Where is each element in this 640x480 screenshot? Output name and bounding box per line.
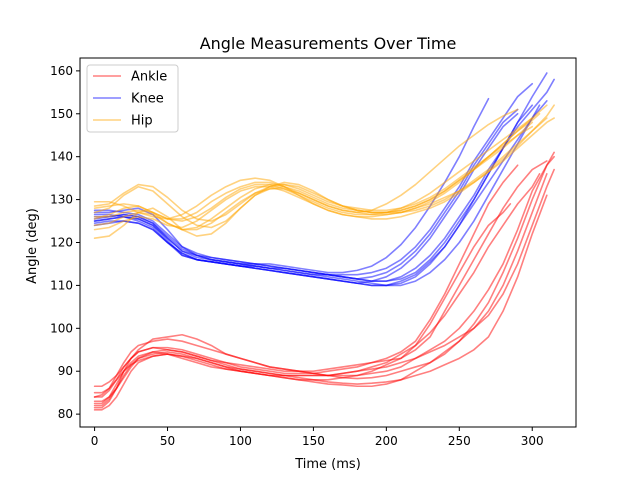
plot-lines — [93, 72, 555, 411]
y-tick-label: 110 — [50, 278, 73, 292]
x-tick-label: 50 — [160, 434, 175, 448]
y-tick-label: 150 — [50, 107, 73, 121]
knee-line-9 — [93, 112, 519, 285]
legend: Ankle Knee Hip — [86, 64, 179, 133]
x-tick-label: 250 — [448, 434, 471, 448]
y-tick-label: 100 — [50, 321, 73, 335]
hip-line-7 — [93, 104, 555, 231]
x-tick-label: 100 — [229, 434, 252, 448]
x-tick-label: 300 — [521, 434, 544, 448]
y-tick-label: 90 — [58, 364, 73, 378]
y-tick-label: 160 — [50, 64, 73, 78]
hip-legend-label: Hip — [131, 114, 153, 129]
ankle-line-8 — [93, 203, 512, 405]
ankle-legend-label: Ankle — [131, 70, 167, 85]
y-tick-label: 140 — [50, 150, 73, 164]
x-tick-label: 0 — [91, 434, 99, 448]
knee-legend-label: Knee — [131, 92, 164, 107]
y-tick-label: 130 — [50, 193, 73, 207]
y-axis-label: Angle (deg) — [25, 208, 40, 284]
x-tick-label: 200 — [375, 434, 398, 448]
chart-title: Angle Measurements Over Time — [200, 34, 457, 53]
ankle-line-2 — [93, 155, 555, 398]
ankle-line-9 — [93, 164, 519, 398]
hip-line-9 — [93, 121, 534, 222]
knee-line-3 — [93, 97, 490, 274]
x-tick-label: 150 — [302, 434, 325, 448]
hip-line-8 — [93, 117, 534, 222]
y-tick-label: 80 — [58, 407, 73, 421]
knee-line-8 — [93, 82, 534, 276]
x-axis-label: Time (ms) — [294, 457, 361, 472]
legend-box — [86, 64, 179, 133]
axes: 0 50 100 150 200 250 300 80 90 100 110 120 130 140 150… — [50, 57, 577, 448]
y-tick-label: 120 — [50, 236, 73, 250]
